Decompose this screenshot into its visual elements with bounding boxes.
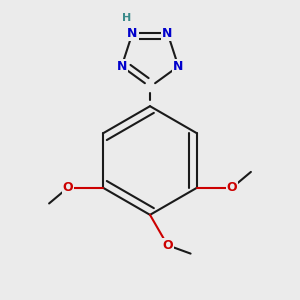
Text: N: N xyxy=(173,60,184,73)
Text: O: O xyxy=(162,239,173,252)
Text: N: N xyxy=(116,60,127,73)
Text: H: H xyxy=(122,13,131,23)
Text: O: O xyxy=(63,181,73,194)
Text: O: O xyxy=(227,181,237,194)
Text: N: N xyxy=(162,26,173,40)
Text: N: N xyxy=(127,26,138,40)
